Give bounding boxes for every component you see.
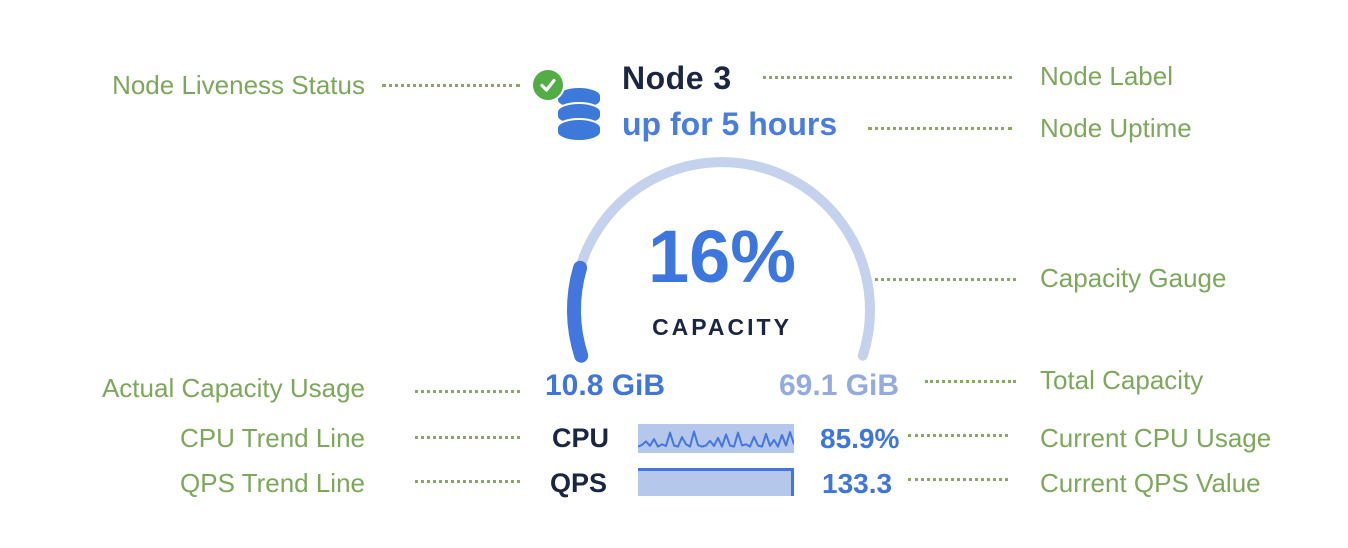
qps-metric-label: QPS xyxy=(550,468,608,498)
gauge-fill-arc xyxy=(566,260,589,363)
leader-line-current-cpu xyxy=(908,434,1008,437)
cpu-current-value: 85.9% xyxy=(820,423,900,454)
leader-line-node-uptime xyxy=(868,127,1012,130)
annotation-cpu-trend-line: CPU Trend Line xyxy=(180,423,365,453)
leader-line-total-capacity xyxy=(925,380,1016,383)
annotation-capacity-gauge: Capacity Gauge xyxy=(1040,263,1227,293)
capacity-percent-value: 16% xyxy=(647,215,797,298)
leader-line-current-qps xyxy=(908,478,1008,481)
leader-line-node-label xyxy=(763,76,1012,79)
annotation-qps-trend-line: QPS Trend Line xyxy=(180,468,365,498)
capacity-caption: CAPACITY xyxy=(652,314,792,340)
annotation-current-cpu-usage: Current CPU Usage xyxy=(1040,423,1272,453)
database-icon xyxy=(555,86,603,147)
annotation-current-qps-value: Current QPS Value xyxy=(1040,468,1261,498)
annotation-node-liveness-status: Node Liveness Status xyxy=(112,70,365,100)
cpu-metric-label: CPU xyxy=(552,423,610,453)
annotation-total-capacity: Total Capacity xyxy=(1040,365,1204,395)
leader-line-node-liveness xyxy=(382,84,520,87)
capacity-used-value: 10.8 GiB xyxy=(545,369,666,402)
cpu-trend-sparkline xyxy=(637,424,795,453)
capacity-gauge xyxy=(566,157,875,363)
leader-line-qps-trend xyxy=(415,480,520,483)
annotation-node-label: Node Label xyxy=(1040,61,1173,91)
qps-trend-bar xyxy=(638,468,794,496)
capacity-total-value: 69.1 GiB xyxy=(779,369,900,402)
qps-current-value: 133.3 xyxy=(822,468,893,499)
liveness-check-icon xyxy=(531,68,565,102)
node-uptime-label: up for 5 hours xyxy=(622,106,838,142)
leader-line-actual-capacity xyxy=(415,390,520,393)
node-name-label: Node 3 xyxy=(622,60,732,96)
leader-line-cpu-trend xyxy=(415,436,520,439)
checkmark-glyph xyxy=(540,78,556,92)
annotation-actual-capacity-usage: Actual Capacity Usage xyxy=(101,373,365,403)
annotation-node-uptime: Node Uptime xyxy=(1040,113,1192,143)
leader-line-capacity-gauge xyxy=(875,278,1016,281)
